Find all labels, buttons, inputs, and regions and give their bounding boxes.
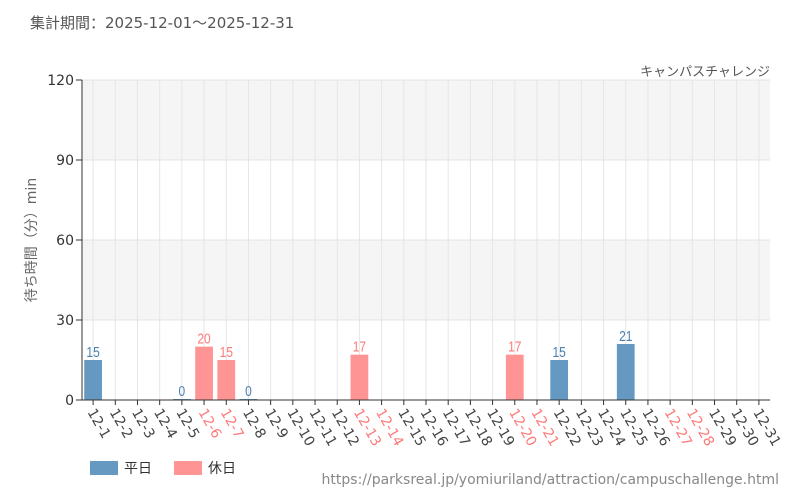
y-tick-label: 30 bbox=[56, 313, 74, 329]
y-tick-label: 120 bbox=[47, 73, 74, 89]
data-label: 15 bbox=[86, 344, 99, 361]
data-label: 15 bbox=[220, 344, 233, 361]
data-label: 15 bbox=[552, 344, 565, 361]
legend-weekday[interactable]: 平日 bbox=[90, 458, 152, 478]
attraction-name: キャンパスチャレンジ bbox=[640, 65, 770, 80]
data-label: 17 bbox=[508, 338, 521, 355]
source-url[interactable]: https://parksreal.jp/yomiuriland/attract… bbox=[321, 472, 779, 488]
legend-label: 休日 bbox=[208, 461, 236, 477]
data-label: 0 bbox=[245, 383, 252, 400]
bar bbox=[505, 354, 524, 400]
bar bbox=[195, 346, 213, 400]
y-axis-label: 待ち時間（分）min bbox=[24, 178, 40, 302]
bar bbox=[550, 360, 569, 400]
legend-label: 平日 bbox=[124, 461, 152, 477]
period-title: 集計期間：2025-12-01〜2025-12-31 bbox=[30, 14, 295, 32]
data-label: 0 bbox=[179, 383, 186, 400]
data-label: 20 bbox=[197, 330, 211, 347]
legend-swatch-holiday bbox=[174, 461, 202, 475]
y-tick-label: 0 bbox=[65, 393, 74, 409]
bar bbox=[350, 354, 369, 400]
legend-holiday[interactable]: 休日 bbox=[174, 458, 236, 478]
y-tick-label: 60 bbox=[56, 233, 74, 249]
bar bbox=[84, 360, 102, 400]
data-label: 21 bbox=[619, 328, 632, 345]
legend: 平日 休日 bbox=[90, 458, 236, 478]
bar bbox=[217, 360, 236, 400]
y-tick-label: 90 bbox=[56, 153, 74, 169]
data-label: 17 bbox=[353, 338, 366, 355]
bar bbox=[616, 344, 635, 400]
legend-swatch-weekday bbox=[90, 461, 118, 475]
